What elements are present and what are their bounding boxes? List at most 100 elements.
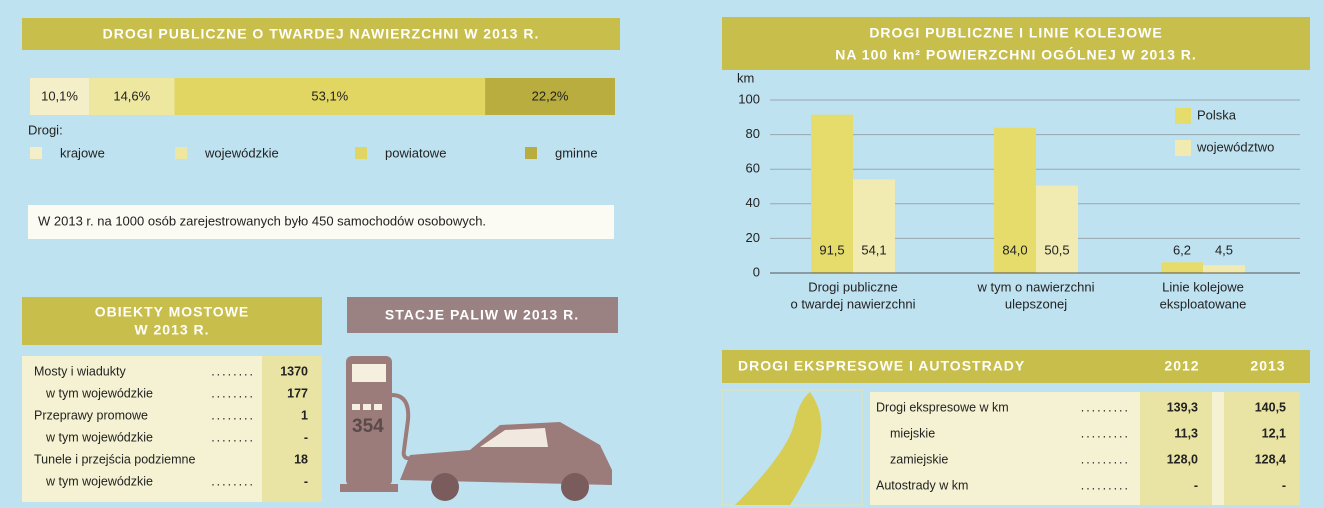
y-tick-label: 0 — [753, 264, 760, 279]
header-bar — [722, 350, 1310, 383]
data-label: 91,5 — [819, 242, 844, 257]
legend-swatch — [355, 147, 367, 159]
row-label: w tym wojewódzkie — [45, 474, 153, 488]
fuel-count: 354 — [352, 416, 384, 437]
bar — [1036, 185, 1078, 273]
bar — [994, 127, 1036, 274]
y-tick-label: 60 — [746, 161, 760, 176]
leader: ......... — [1081, 400, 1130, 414]
x-tick-label: w tym o nawierzchni — [976, 279, 1094, 294]
row-label: Drogi ekspresowe w km — [876, 400, 1009, 414]
value-column — [262, 356, 322, 502]
row-value: 140,5 — [1255, 400, 1286, 414]
row-value: 128,4 — [1255, 452, 1286, 466]
y-tick-label: 80 — [746, 126, 760, 141]
panel-title: NA 100 km² POWIERZCHNI OGÓLNEJ W 2013 R. — [835, 46, 1197, 63]
row-value: - — [304, 430, 308, 444]
row-label: zamiejskie — [890, 452, 948, 466]
row-label: miejskie — [890, 426, 935, 440]
bar — [853, 179, 895, 273]
bar-segment — [485, 78, 615, 115]
bar — [1203, 265, 1245, 273]
leader: ........ — [211, 408, 255, 422]
legend-swatch — [1175, 140, 1191, 156]
data-label: 54,1 — [861, 242, 886, 257]
legend-label: gminne — [555, 145, 598, 160]
leader: ......... — [1081, 452, 1130, 466]
data-label: 10,1% — [41, 88, 78, 103]
column-header: 2013 — [1250, 358, 1285, 374]
legend-swatch — [525, 147, 537, 159]
y-tick-label: 100 — [738, 91, 760, 106]
row-value: 18 — [294, 452, 308, 466]
header-bar — [22, 297, 322, 345]
legend-label: krajowe — [60, 145, 105, 160]
row-value: 1 — [301, 408, 308, 422]
row-value: 1370 — [280, 364, 308, 378]
bar — [811, 114, 853, 273]
data-label: 50,5 — [1044, 242, 1069, 257]
column-header: 2012 — [1164, 358, 1199, 374]
legend-label: województwo — [1196, 139, 1274, 154]
row-value: 12,1 — [1262, 426, 1286, 440]
row-label: w tym wojewódzkie — [45, 386, 153, 400]
legend-label: Polska — [1197, 107, 1237, 122]
row-label: Mosty i wiadukty — [34, 364, 126, 378]
bar-segment — [30, 78, 90, 115]
row-value: 128,0 — [1167, 452, 1198, 466]
row-value: 11,3 — [1174, 426, 1198, 440]
data-label: 14,6% — [113, 88, 150, 103]
note: W 2013 r. na 1000 osób zarejestrowanych … — [38, 213, 486, 228]
leader: ......... — [1081, 426, 1130, 440]
panel-title: DROGI PUBLICZNE O TWARDEJ NAWIERZCHNI W … — [103, 26, 540, 42]
legend-label: wojewódzkie — [204, 145, 279, 160]
data-label: 4,5 — [1215, 242, 1233, 257]
note-box — [28, 205, 614, 239]
header-bar — [722, 17, 1310, 70]
row-value: - — [1282, 478, 1286, 492]
x-tick-label: ulepszonej — [1005, 296, 1067, 311]
header-bar — [347, 297, 618, 333]
row-label: Autostrady w km — [876, 478, 968, 492]
row-label: Tunele i przejścia podziemne — [34, 452, 195, 466]
y-tick-label: 40 — [746, 195, 760, 210]
data-label: 22,2% — [532, 88, 569, 103]
x-tick-label: eksploatowane — [1160, 296, 1247, 311]
x-tick-label: Drogi publiczne — [808, 279, 898, 294]
bar-segment — [89, 78, 175, 115]
x-tick-label: o twardej nawierzchni — [790, 296, 915, 311]
panel-title: W 2013 R. — [134, 322, 209, 338]
panel-title: OBIEKTY MOSTOWE — [95, 304, 250, 320]
leader: ......... — [1081, 478, 1130, 492]
panel-title: STACJE PALIW W 2013 R. — [385, 307, 579, 323]
legend-label: powiatowe — [385, 145, 446, 160]
y-axis-label: km — [737, 70, 754, 85]
road-icon — [735, 392, 822, 505]
data-label: 53,1% — [311, 88, 348, 103]
y-tick-label: 20 — [746, 230, 760, 245]
value-column — [1224, 392, 1300, 505]
legend-swatch — [175, 147, 187, 159]
bar-segment — [174, 78, 486, 115]
leader: ........ — [211, 430, 255, 444]
leader: ........ — [211, 386, 255, 400]
legend-swatch — [30, 147, 42, 159]
row-value: 139,3 — [1167, 400, 1198, 414]
value-column — [1140, 392, 1212, 505]
data-label: 84,0 — [1002, 242, 1027, 257]
row-label: Przeprawy promowe — [34, 408, 148, 422]
panel-title: DROGI PUBLICZNE I LINIE KOLEJOWE — [869, 25, 1162, 41]
leader: ........ — [211, 474, 255, 488]
data-label: 6,2 — [1173, 242, 1191, 257]
header-bar — [22, 18, 620, 50]
panel-title: DROGI EKSPRESOWE I AUTOSTRADY — [738, 358, 1025, 374]
row-value: - — [1194, 478, 1198, 492]
legend-swatch — [1175, 108, 1191, 124]
legend-title: Drogi: — [28, 122, 63, 137]
row-label: w tym wojewódzkie — [45, 430, 153, 444]
row-value: - — [304, 474, 308, 488]
fuel-icon — [340, 356, 612, 501]
x-tick-label: Linie kolejowe — [1162, 279, 1244, 294]
leader: ........ — [211, 364, 255, 378]
